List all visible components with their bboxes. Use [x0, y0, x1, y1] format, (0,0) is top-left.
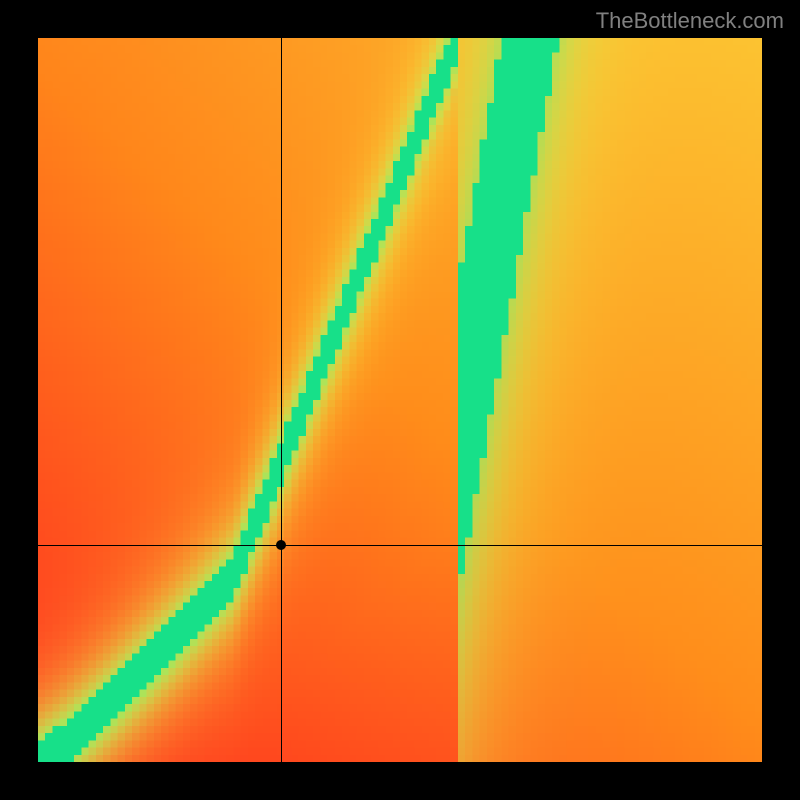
crosshair-horizontal: [38, 545, 762, 546]
watermark-text: TheBottleneck.com: [596, 8, 784, 34]
selection-marker: [276, 540, 286, 550]
heatmap-canvas: [38, 38, 762, 762]
heatmap-chart: [38, 38, 762, 762]
crosshair-vertical: [281, 38, 282, 762]
